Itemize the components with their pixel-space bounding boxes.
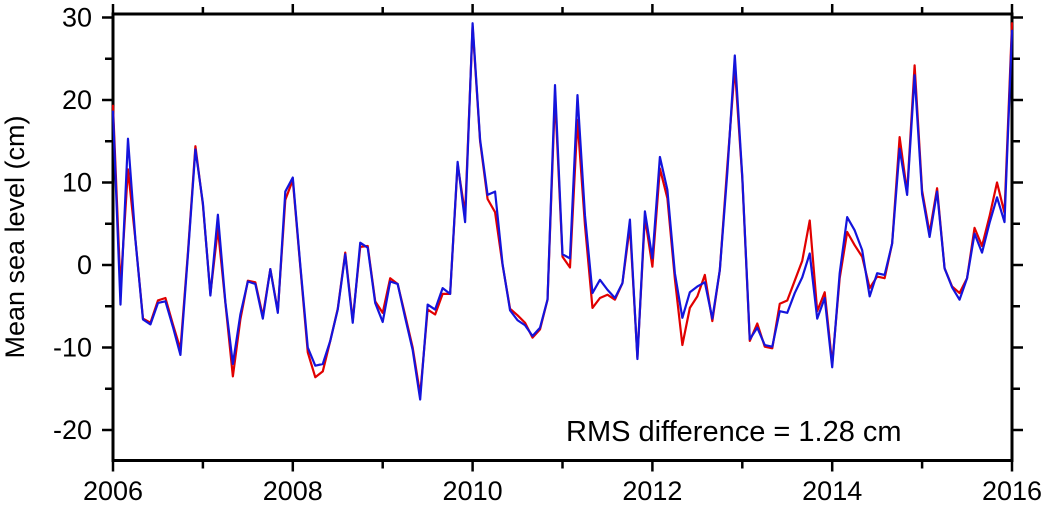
- y-tick-label: 30: [62, 3, 92, 33]
- x-tick-label: 2010: [443, 476, 503, 506]
- x-tick-label: 2012: [622, 476, 682, 506]
- y-tick-label: -20: [53, 415, 92, 445]
- x-tick-label: 2008: [263, 476, 323, 506]
- series-blue-line: [111, 22, 1014, 401]
- rms-annotation: RMS difference = 1.28 cm: [566, 416, 902, 448]
- x-tick-label: 2016: [982, 476, 1041, 506]
- y-tick-label: 0: [77, 250, 92, 280]
- y-tick-label: -10: [53, 333, 92, 363]
- y-axis-title: Mean sea level (cm): [0, 115, 30, 358]
- y-tick-label: 20: [62, 85, 92, 115]
- plot-border: [111, 12, 1014, 462]
- chart-generated-content: 2006 2008 2010 2012 2014 2016 -20 -10 0 10 20 30: [53, 3, 1041, 506]
- series-red-line: [111, 22, 1014, 396]
- x-tick-label: 2014: [802, 476, 862, 506]
- y-tick-label: 10: [62, 168, 92, 198]
- x-tick-label: 2006: [83, 476, 143, 506]
